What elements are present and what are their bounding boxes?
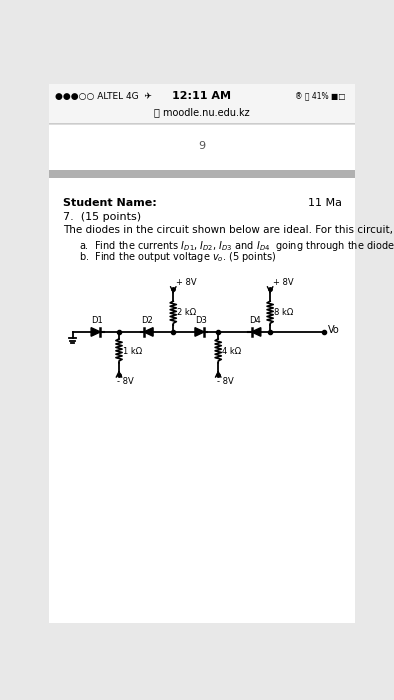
Text: The diodes in the circuit shown below are ideal. For this circuit,: The diodes in the circuit shown below ar… — [63, 225, 393, 235]
Text: 🔒 moodle.nu.edu.kz: 🔒 moodle.nu.edu.kz — [154, 106, 250, 117]
Text: a.  Find the currents $I_{D1}$, $I_{D2}$, $I_{D3}$ and $I_{D4}$  going through t: a. Find the currents $I_{D1}$, $I_{D2}$,… — [79, 239, 394, 253]
Text: - 8V: - 8V — [117, 377, 134, 386]
Text: D3: D3 — [195, 316, 207, 325]
Text: 9: 9 — [198, 141, 206, 150]
Polygon shape — [91, 328, 100, 336]
Bar — [49, 124, 355, 125]
Text: D2: D2 — [141, 316, 153, 325]
Text: + 8V: + 8V — [273, 279, 294, 287]
Text: b.  Find the output voltage $v_o$. (5 points): b. Find the output voltage $v_o$. (5 poi… — [79, 250, 276, 264]
Polygon shape — [144, 328, 153, 336]
Text: ●●●○○ ALTEL 4G  ✈: ●●●○○ ALTEL 4G ✈ — [56, 92, 152, 101]
Bar — [49, 123, 355, 124]
Text: Student Name:: Student Name: — [63, 198, 157, 208]
Bar — [49, 84, 355, 124]
Text: Vo: Vo — [328, 326, 340, 335]
Text: D4: D4 — [249, 316, 260, 325]
Text: ® ⏰ 41% ■□: ® ⏰ 41% ■□ — [295, 92, 345, 101]
Polygon shape — [195, 328, 204, 336]
Text: - 8V: - 8V — [217, 377, 233, 386]
Text: 4 kΩ: 4 kΩ — [222, 347, 241, 356]
Text: + 8V: + 8V — [177, 279, 197, 287]
Polygon shape — [251, 328, 261, 336]
Text: 2 kΩ: 2 kΩ — [177, 308, 196, 317]
Text: 7.  (15 points): 7. (15 points) — [63, 212, 141, 222]
Text: D1: D1 — [91, 316, 103, 325]
Bar — [49, 170, 355, 178]
Text: 12:11 AM: 12:11 AM — [173, 91, 231, 101]
Text: 11 Ma: 11 Ma — [308, 198, 342, 208]
Text: 1 kΩ: 1 kΩ — [123, 347, 142, 356]
Text: 8 kΩ: 8 kΩ — [274, 308, 293, 317]
